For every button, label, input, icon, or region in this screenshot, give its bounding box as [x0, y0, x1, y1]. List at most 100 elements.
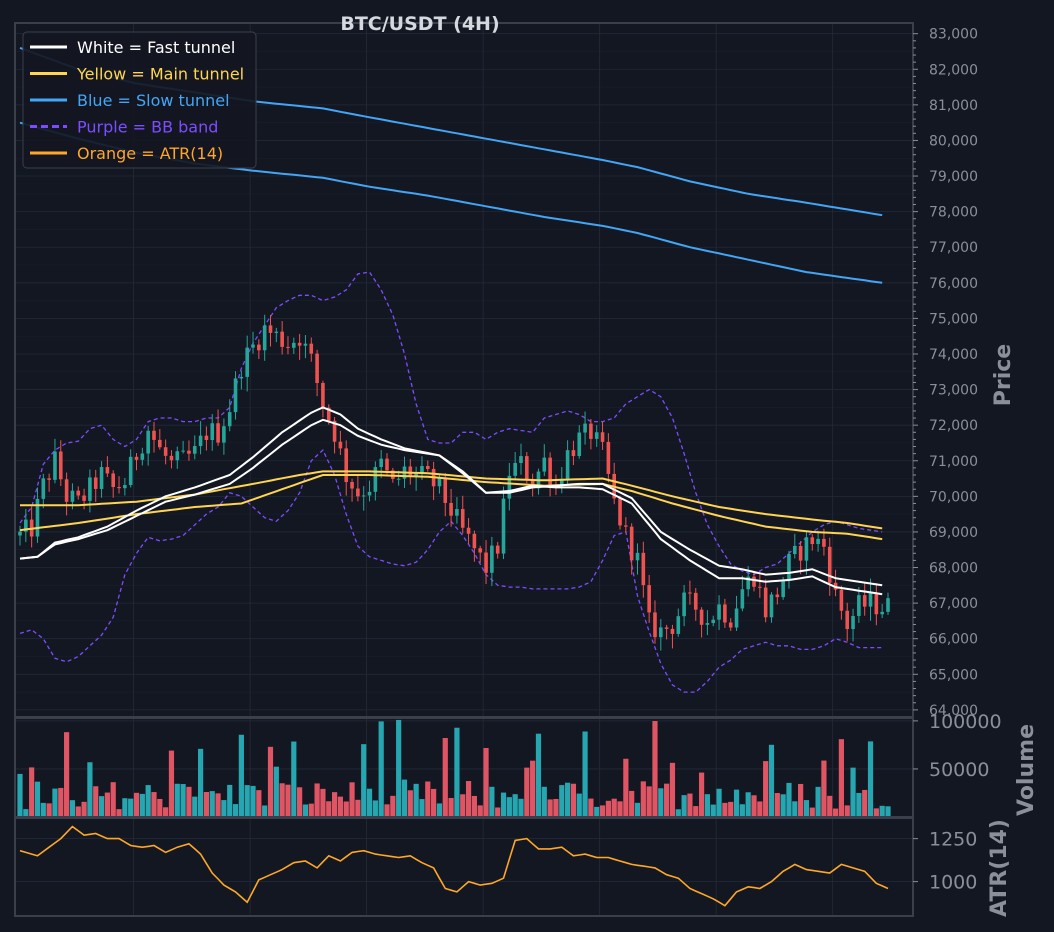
- volume-bar: [780, 794, 786, 817]
- volume-bar: [139, 793, 145, 817]
- candle-body: [443, 477, 448, 503]
- candle-body: [204, 435, 209, 440]
- candle-body: [93, 477, 98, 489]
- volume-bar: [390, 795, 396, 817]
- candle-body: [664, 627, 669, 629]
- candles: [18, 314, 890, 651]
- volume-bar: [832, 808, 839, 817]
- candle-body: [123, 485, 127, 489]
- candle-body: [682, 592, 686, 617]
- price-tick-label: 78,000: [929, 205, 978, 221]
- candle-body: [845, 610, 850, 630]
- candle-body: [227, 412, 232, 427]
- volume-bar: [803, 800, 810, 817]
- candle-body: [624, 525, 628, 527]
- volume-bar: [425, 781, 431, 817]
- candle-body: [111, 473, 116, 488]
- candle-body: [192, 446, 197, 454]
- volume-bar: [168, 750, 175, 817]
- atr-axis-label: ATR(14): [987, 819, 1012, 917]
- candle-body: [274, 331, 279, 333]
- candle-body: [239, 376, 244, 379]
- volume-bar: [52, 788, 58, 817]
- candle-body: [291, 342, 296, 348]
- candle-body: [321, 382, 325, 408]
- volume-bar: [757, 801, 763, 817]
- candle-body: [24, 519, 28, 532]
- volume-bar: [314, 783, 320, 817]
- volume-bar: [524, 767, 530, 817]
- candle-body: [868, 592, 873, 607]
- volume-bar: [733, 789, 740, 817]
- price-tick-label: 67,000: [929, 596, 978, 612]
- volume-bar: [751, 795, 757, 817]
- volume-bar: [675, 809, 681, 817]
- candle-body: [740, 589, 745, 609]
- candle-body: [559, 479, 564, 486]
- candle-body: [548, 457, 552, 485]
- candle-body: [862, 595, 867, 607]
- candle-body: [699, 609, 704, 625]
- candle-body: [140, 453, 145, 460]
- volume-bar: [599, 805, 606, 817]
- atr-axis: 1000 1250: [913, 829, 977, 894]
- volume-bar: [541, 786, 547, 817]
- volume-bar: [768, 744, 775, 817]
- candle-body: [99, 467, 104, 489]
- volume-bar: [291, 741, 297, 817]
- price-tick-label: 77,000: [929, 240, 978, 256]
- candle-body: [600, 432, 605, 442]
- volume-bar: [506, 797, 512, 817]
- candle-body: [379, 458, 383, 468]
- price-tick-label: 70,000: [929, 489, 978, 505]
- volume-bar: [343, 801, 349, 817]
- volume-bar: [792, 801, 798, 817]
- candle-body: [233, 378, 238, 413]
- candle-body: [822, 538, 826, 547]
- price-tick-label: 65,000: [929, 667, 978, 683]
- candle-body: [519, 456, 523, 463]
- candle-body: [478, 548, 483, 553]
- volume-bar: [634, 802, 641, 817]
- candle-body: [216, 423, 220, 443]
- candle-body: [146, 430, 150, 454]
- fast-tunnel-lower: [19, 418, 883, 596]
- candle-body: [787, 554, 791, 581]
- volume-bar: [64, 732, 70, 817]
- volume-bar: [500, 792, 507, 817]
- volume-bar: [885, 806, 891, 817]
- volume-bar: [669, 762, 676, 817]
- candle-body: [70, 490, 75, 502]
- volume-bar: [81, 801, 87, 817]
- volume-bar: [116, 809, 122, 817]
- candle-body: [35, 498, 40, 537]
- volume-bar: [104, 792, 110, 817]
- price-tick-label: 72,000: [929, 418, 978, 434]
- candle-body: [128, 456, 133, 486]
- volume-bar: [349, 782, 355, 817]
- volume-bar: [535, 733, 542, 817]
- candle-body: [490, 545, 494, 573]
- volume-bar: [378, 721, 384, 817]
- candle-body: [728, 622, 733, 628]
- volume-bar: [17, 773, 23, 817]
- volume-bar: [87, 762, 93, 817]
- candle-body: [618, 498, 622, 526]
- candle-body: [723, 604, 727, 623]
- candle-body: [414, 472, 418, 478]
- candle-body: [466, 527, 471, 534]
- price-tick-label: 75,000: [929, 311, 978, 327]
- volume-bar: [658, 788, 664, 817]
- price-tick-label: 74,000: [929, 347, 978, 363]
- volume-bar: [547, 799, 553, 817]
- candle-body: [705, 623, 710, 625]
- candle-body: [851, 615, 855, 630]
- volume-bar: [355, 799, 361, 817]
- candle-body: [309, 343, 314, 354]
- volume-bar: [93, 786, 99, 817]
- volume-bar: [98, 796, 105, 817]
- volume-bar: [465, 781, 472, 817]
- volume-tick-label: 100000: [929, 711, 1002, 733]
- volume-bar: [827, 795, 833, 817]
- volume-bar: [838, 739, 844, 817]
